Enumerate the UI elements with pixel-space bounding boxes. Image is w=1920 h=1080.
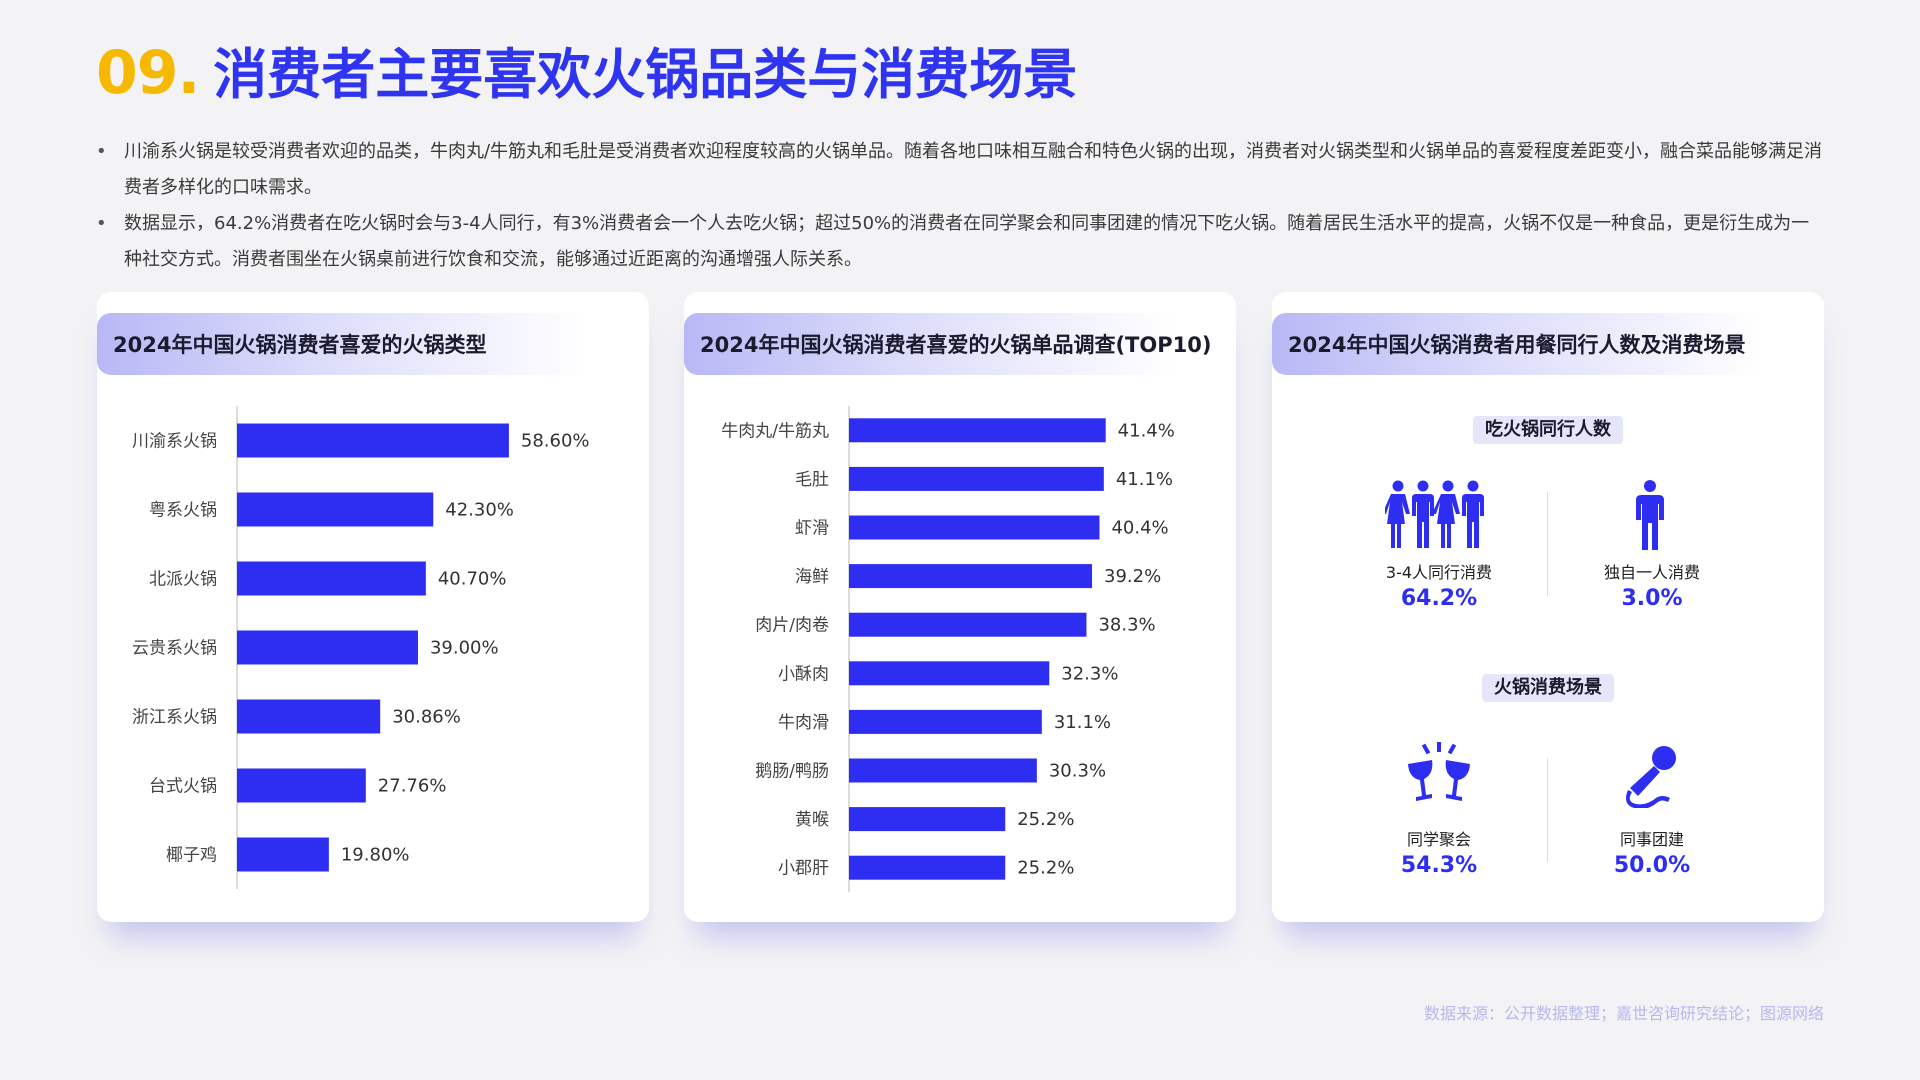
hotpot-item-chart-title: 2024年中国火锅消费者喜爱的火锅单品调查(TOP10) xyxy=(684,313,1211,375)
category-label: 小酥肉 xyxy=(778,664,829,684)
bar xyxy=(849,612,1087,637)
value-label: 40.4% xyxy=(1111,518,1168,539)
bar xyxy=(237,837,329,872)
bullet-item: 数据显示，64.2%消费者在吃火锅时会与3-4人同行，有3%消费者会一个人去吃火… xyxy=(96,206,1826,278)
category-label: 鹅肠/鸭肠 xyxy=(755,762,829,782)
bar xyxy=(237,699,381,734)
stat-classmates: 同学聚会 54.3% xyxy=(1339,829,1539,881)
single-person-icon xyxy=(1636,480,1664,550)
value-label: 41.4% xyxy=(1118,420,1175,441)
category-label: 牛肉滑 xyxy=(778,713,829,733)
value-label: 32.3% xyxy=(1061,663,1118,684)
value-label: 25.2% xyxy=(1017,858,1074,879)
value-label: 27.76% xyxy=(378,776,447,797)
stat-value: 54.3% xyxy=(1400,853,1478,878)
divider xyxy=(1547,758,1548,862)
value-label: 40.70% xyxy=(438,569,507,590)
stat-label: 独自一人消费 xyxy=(1603,563,1700,582)
stat-label: 同学聚会 xyxy=(1406,830,1471,849)
scene-label: 火锅消费场景 xyxy=(1482,674,1614,702)
hotpot-type-card: 2024年中国火锅消费者喜爱的火锅类型 川渝系火锅 58.60% 粤系火锅 42.30… xyxy=(97,292,649,922)
bar xyxy=(237,423,509,458)
stat-group: 3-4人同行消费 64.2% xyxy=(1339,562,1539,614)
bar xyxy=(237,768,366,803)
category-label: 北派火锅 xyxy=(149,570,217,590)
data-source: 数据来源：公开数据整理；嘉世咨询研究结论；图源网络 xyxy=(1423,1004,1824,1023)
stat-value: 50.0% xyxy=(1613,853,1691,878)
value-label: 30.3% xyxy=(1049,761,1106,782)
summary-bullets: 川渝系火锅是较受消费者欢迎的品类，牛肉丸/牛筋丸和毛肚是受消费者欢迎程度较高的火… xyxy=(96,134,1826,278)
value-label: 38.3% xyxy=(1098,615,1155,636)
category-label: 小郡肝 xyxy=(778,859,829,879)
hotpot-type-bar-chart: 川渝系火锅 58.60% 粤系火锅 42.30% 北派火锅 40.70% 云贵系火锅 39.0… xyxy=(132,406,590,889)
bar xyxy=(849,807,1006,832)
bullet-item: 川渝系火锅是较受消费者欢迎的品类，牛肉丸/牛筋丸和毛肚是受消费者欢迎程度较高的火… xyxy=(96,134,1826,206)
hotpot-item-bar-chart: 牛肉丸/牛筋丸 41.4% 毛肚 41.1% 虾滑 40.4% 海鲜 39.2% 肉片/肉卷 38… xyxy=(721,406,1175,892)
stat-colleagues: 同事团建 50.0% xyxy=(1552,829,1752,881)
stat-label: 3-4人同行消费 xyxy=(1385,563,1493,582)
stat-solo: 独自一人消费 3.0% xyxy=(1552,562,1752,614)
hotpot-type-chart-title: 2024年中国火锅消费者喜爱的火锅类型 xyxy=(97,313,587,375)
title-text: 消费者主要喜欢火锅品类与消费场景 xyxy=(213,43,1078,106)
cheers-glasses-icon xyxy=(1408,742,1470,801)
microphone-icon xyxy=(1626,746,1676,808)
category-label: 虾滑 xyxy=(795,519,829,539)
category-label: 浙江系火锅 xyxy=(132,708,217,728)
bar xyxy=(849,661,1050,686)
value-label: 31.1% xyxy=(1054,712,1111,733)
bar xyxy=(237,630,418,665)
category-label: 川渝系火锅 xyxy=(132,432,217,452)
value-label: 39.00% xyxy=(430,638,499,659)
page-title: 09. 消费者主要喜欢火锅品类与消费场景 xyxy=(96,30,1077,109)
value-label: 58.60% xyxy=(521,431,590,452)
companion-count-label: 吃火锅同行人数 xyxy=(1473,416,1623,444)
bar xyxy=(849,709,1042,734)
category-label: 云贵系火锅 xyxy=(132,639,217,659)
value-label: 30.86% xyxy=(392,707,461,728)
bar xyxy=(849,564,1093,589)
stat-label: 同事团建 xyxy=(1619,830,1684,849)
bar xyxy=(849,758,1037,783)
stat-value: 64.2% xyxy=(1400,586,1478,611)
group-of-people-icon xyxy=(1385,480,1484,548)
companion-scene-card: 2024年中国火锅消费者用餐同行人数及消费场景 吃火锅同行人数 xyxy=(1272,292,1824,922)
divider xyxy=(1547,492,1548,596)
value-label: 41.1% xyxy=(1116,469,1173,490)
value-label: 39.2% xyxy=(1104,566,1161,587)
category-label: 海鲜 xyxy=(795,567,829,587)
value-label: 42.30% xyxy=(445,500,514,521)
value-label: 25.2% xyxy=(1017,809,1074,830)
companion-scene-title: 2024年中国火锅消费者用餐同行人数及消费场景 xyxy=(1272,313,1762,375)
category-label: 粤系火锅 xyxy=(149,501,217,521)
bar xyxy=(849,515,1100,540)
bar xyxy=(849,466,1104,491)
bar xyxy=(849,855,1006,880)
hotpot-item-card: 2024年中国火锅消费者喜爱的火锅单品调查(TOP10) 牛肉丸/牛筋丸 41.4… xyxy=(684,292,1236,922)
bar xyxy=(237,561,426,596)
category-label: 肉片/肉卷 xyxy=(755,616,829,636)
category-label: 椰子鸡 xyxy=(166,846,217,866)
stat-value: 3.0% xyxy=(1621,586,1683,611)
category-label: 黄喉 xyxy=(795,810,829,830)
bar xyxy=(849,418,1106,443)
value-label: 19.80% xyxy=(341,845,410,866)
category-label: 毛肚 xyxy=(795,470,829,490)
category-label: 台式火锅 xyxy=(149,777,217,797)
title-number: 09. xyxy=(96,38,200,108)
category-label: 牛肉丸/牛筋丸 xyxy=(721,421,829,441)
bar xyxy=(237,492,434,527)
